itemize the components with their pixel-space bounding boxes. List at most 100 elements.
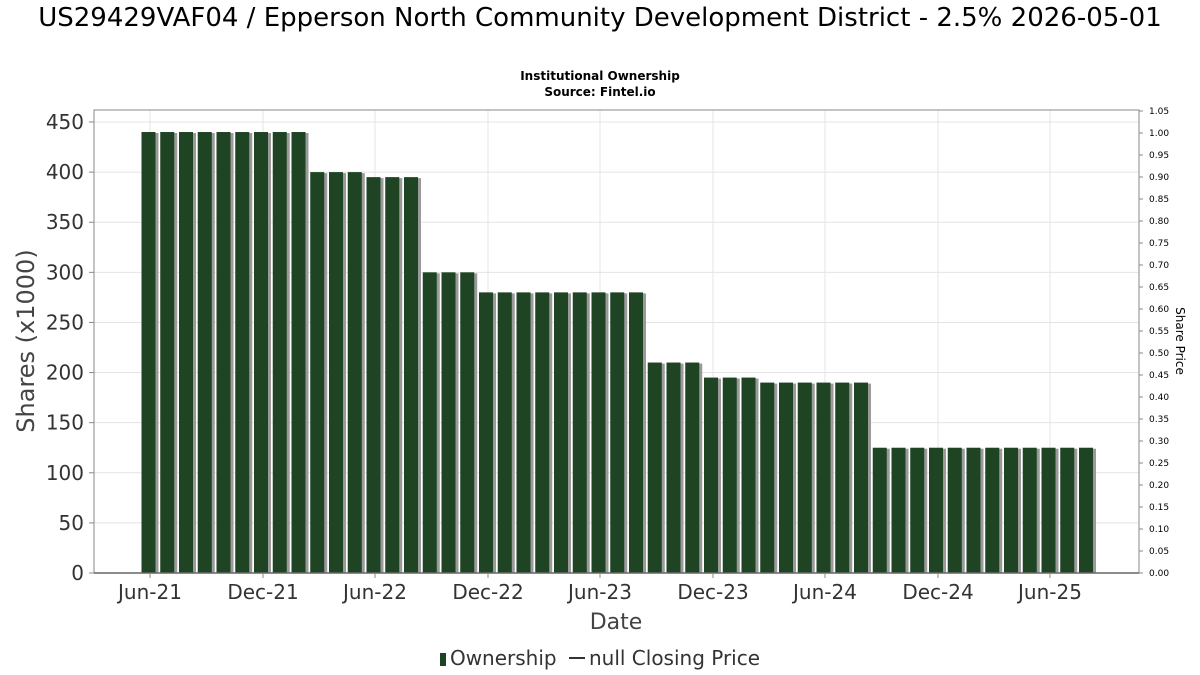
chart-title: US29429VAF04 / Epperson North Community …: [38, 3, 1162, 33]
y2-tick-label: 0.05: [1149, 547, 1169, 557]
ownership-bar: [272, 132, 287, 573]
x-tick-label: Jun-25: [1016, 580, 1082, 604]
ownership-bar: [872, 447, 887, 573]
y2-tick-label: 0.90: [1149, 173, 1169, 183]
ownership-bar: [891, 447, 906, 573]
y-tick-label: 150: [46, 411, 84, 435]
y2-tick-label: 0.20: [1149, 481, 1169, 491]
ownership-bar: [516, 292, 531, 573]
y2-tick-label: 0.30: [1149, 437, 1169, 447]
y2-axis-label: Share Price: [1173, 307, 1187, 375]
y-tick-label: 350: [46, 210, 84, 234]
y2-tick-label: 0.65: [1149, 283, 1169, 293]
legend-item-closing-price[interactable]: null Closing Price: [563, 646, 760, 670]
y2-tick-label: 1.00: [1149, 129, 1169, 139]
closing-price-line-icon: [568, 657, 585, 659]
ownership-bar: [235, 132, 250, 573]
ownership-bar: [404, 177, 418, 573]
ownership-bar: [572, 292, 587, 573]
ownership-bar: [141, 132, 156, 573]
ownership-bar: [666, 362, 681, 573]
ownership-bar: [441, 272, 456, 573]
y-axis-label: Shares (x1000): [12, 249, 40, 432]
ownership-bar: [591, 292, 606, 573]
ownership-bar: [535, 292, 550, 573]
ownership-bar: [685, 362, 700, 573]
ownership-bar: [310, 172, 325, 573]
x-tick-label: Jun-21: [116, 580, 182, 604]
y2-tick-label: 1.05: [1149, 107, 1169, 117]
x-axis-label: Date: [590, 610, 643, 635]
ownership-bar: [479, 292, 493, 573]
y2-tick-label: 0.70: [1149, 261, 1169, 271]
ownership-bar: [197, 132, 212, 573]
legend-item-ownership[interactable]: Ownership: [439, 646, 563, 670]
ownership-bar: [741, 377, 756, 573]
y2-tick-label: 0.40: [1149, 393, 1169, 403]
x-tick-label: Jun-22: [341, 580, 407, 604]
ownership-bar: [947, 447, 962, 573]
ownership-bar: [835, 382, 850, 573]
ownership-bar: [160, 132, 175, 573]
ownership-bar: [647, 362, 662, 573]
right-y-axis: 0.00 0.05 0.10 0.15 0.20 0.25 0.30 0.35 0.40 0.45…: [1139, 107, 1169, 579]
ownership-bar: [254, 132, 268, 573]
subtitle-line-ownership: Institutional Ownership: [520, 69, 680, 83]
x-tick-label: Dec-21: [227, 580, 298, 604]
legend-label-closing-price: null Closing Price: [588, 646, 761, 670]
ownership-bar: [816, 382, 831, 573]
y2-tick-label: 0.35: [1149, 415, 1169, 425]
y2-tick-label: 0.15: [1149, 503, 1169, 513]
ownership-bar: [854, 382, 868, 573]
ownership-bar: [347, 172, 362, 573]
y2-tick-label: 0.45: [1149, 371, 1169, 381]
y2-tick-label: 0.75: [1149, 239, 1169, 249]
ownership-bar: [1041, 447, 1056, 573]
y-tick-label: 100: [46, 461, 84, 485]
legend-label-ownership: Ownership: [449, 646, 557, 670]
y2-tick-label: 0.55: [1149, 327, 1169, 337]
ownership-bar: [1004, 447, 1018, 573]
ownership-bar: [1022, 447, 1037, 573]
y-tick-label: 400: [46, 160, 84, 184]
y-tick-label: 0: [71, 561, 84, 585]
ownership-bar: [291, 132, 306, 573]
legend: Ownership null Closing Price: [0, 646, 1200, 670]
x-tick-label: Jun-24: [791, 580, 857, 604]
x-tick-label: Dec-24: [902, 580, 973, 604]
y2-tick-label: 0.50: [1149, 349, 1169, 359]
y2-tick-label: 0.85: [1149, 195, 1169, 205]
ownership-bar: [779, 382, 793, 573]
ownership-bar: [610, 292, 625, 573]
ownership-bar: [929, 447, 943, 573]
ownership-bar: [554, 292, 568, 573]
y2-tick-label: 0.00: [1149, 569, 1169, 579]
ownership-bar: [797, 382, 812, 573]
y-tick-label: 50: [59, 511, 84, 535]
ownership-bar: [1079, 447, 1093, 573]
y2-tick-label: 0.25: [1149, 459, 1169, 469]
x-tick-label: Jun-23: [566, 580, 632, 604]
ownership-bar: [629, 292, 643, 573]
y-tick-label: 200: [46, 361, 84, 385]
y2-tick-label: 0.60: [1149, 305, 1169, 315]
ownership-bar: [216, 132, 231, 573]
x-axis: Jun-21 Dec-21 Jun-22 Dec-22 Jun-23 Dec-23 Jun-…: [94, 572, 1139, 604]
ownership-bar: [179, 132, 193, 573]
ownership-bar: [366, 177, 381, 573]
ownership-bar: [1060, 447, 1075, 573]
ownership-bar: [460, 272, 475, 573]
y2-tick-label: 0.10: [1149, 525, 1169, 535]
bar-series: [141, 132, 1096, 573]
subtitle-line-source: Source: Fintel.io: [544, 85, 656, 99]
y2-tick-label: 0.80: [1149, 217, 1169, 227]
y2-tick-label: 0.95: [1149, 151, 1169, 161]
ownership-bar: [966, 447, 981, 573]
y-tick-label: 450: [46, 110, 84, 134]
y-tick-label: 250: [46, 310, 84, 334]
x-tick-label: Dec-23: [677, 580, 748, 604]
ownership-bar: [985, 447, 1000, 573]
ownership-bar: [329, 172, 343, 573]
ownership-bar: [910, 447, 925, 573]
